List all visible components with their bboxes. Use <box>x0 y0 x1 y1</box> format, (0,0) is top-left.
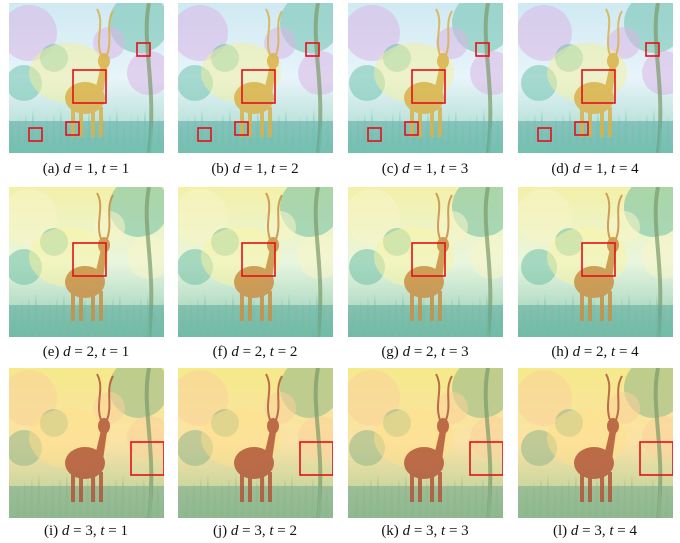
caption-label: (c) <box>381 161 399 177</box>
caption-t-value: 1 <box>120 523 129 539</box>
caption-label: (k) <box>381 523 399 539</box>
heatmap-image-c <box>348 3 503 153</box>
caption-t-value: 2 <box>291 161 299 177</box>
highlight-box <box>645 42 660 57</box>
panel-e <box>9 187 164 337</box>
caption-t-value: 1 <box>121 161 130 177</box>
highlight-box <box>404 121 419 136</box>
heatmap-image-a <box>9 3 164 153</box>
caption-label: (b) <box>211 161 229 177</box>
highlight-box <box>72 69 107 104</box>
caption-a: (a) d = 1, t = 1 <box>42 161 130 177</box>
caption-h: (h) d = 2, t = 4 <box>551 344 639 360</box>
panel-c <box>348 3 503 153</box>
panel-h <box>518 187 673 337</box>
caption-label: (d) <box>551 161 569 177</box>
caption-label: (j) <box>212 523 228 539</box>
highlight-box <box>65 121 80 136</box>
caption-d-value: 3 <box>426 523 434 539</box>
highlight-box <box>299 441 333 476</box>
caption-t-value: 1 <box>121 344 130 360</box>
caption-d-value: 1 <box>425 161 434 177</box>
heatmap-image-l <box>518 368 673 518</box>
caption-l: (l) d = 3, t = 4 <box>552 523 638 539</box>
caption-t-value: 2 <box>289 344 298 360</box>
panel-i <box>9 368 164 518</box>
caption-d-value: 1 <box>596 161 604 177</box>
caption-label: (f) <box>212 344 228 360</box>
caption-t-value: 3 <box>461 523 469 539</box>
highlight-box <box>581 242 616 277</box>
highlight-box <box>581 69 616 104</box>
highlight-box <box>411 69 446 104</box>
highlight-box <box>475 42 490 57</box>
highlight-box <box>574 121 589 136</box>
caption-f: (f) d = 2, t = 2 <box>212 344 298 360</box>
caption-t-value: 4 <box>631 344 639 360</box>
highlight-box <box>537 127 552 142</box>
highlight-box <box>234 121 249 136</box>
caption-d-value: 1 <box>86 161 95 177</box>
caption-d-value: 2 <box>254 344 263 360</box>
panel-g <box>348 187 503 337</box>
caption-c: (c) d = 1, t = 3 <box>381 161 469 177</box>
heatmap-image-f <box>178 187 333 337</box>
heatmap-image-e <box>9 187 164 337</box>
caption-k: (k) d = 3, t = 3 <box>381 523 469 539</box>
caption-d-value: 2 <box>596 344 604 360</box>
caption-d: (d) d = 1, t = 4 <box>551 161 639 177</box>
caption-b: (b) d = 1, t = 2 <box>211 161 299 177</box>
highlight-box <box>130 441 164 476</box>
heatmap-image-i <box>9 368 164 518</box>
caption-label: (h) <box>551 344 569 360</box>
heatmap-image-d <box>518 3 673 153</box>
highlight-box <box>136 42 151 57</box>
panel-d <box>518 3 673 153</box>
caption-i: (i) d = 3, t = 1 <box>43 523 129 539</box>
highlight-box <box>241 69 276 104</box>
panel-a <box>9 3 164 153</box>
caption-t-value: 3 <box>460 161 469 177</box>
highlight-box <box>469 441 503 476</box>
caption-j: (j) d = 3, t = 2 <box>212 523 298 539</box>
caption-d-value: 2 <box>86 344 95 360</box>
highlight-box <box>639 441 673 476</box>
panel-f <box>178 187 333 337</box>
heatmap-image-g <box>348 187 503 337</box>
highlight-box <box>305 42 320 57</box>
caption-label: (a) <box>42 161 60 177</box>
panel-j <box>178 368 333 518</box>
panel-b <box>178 3 333 153</box>
caption-t-value: 4 <box>631 161 639 177</box>
caption-t-value: 4 <box>629 523 638 539</box>
caption-label: (e) <box>42 344 60 360</box>
heatmap-image-j <box>178 368 333 518</box>
caption-t-value: 3 <box>461 344 469 360</box>
highlight-box <box>28 127 43 142</box>
caption-t-value: 2 <box>289 523 298 539</box>
caption-label: (g) <box>381 344 399 360</box>
caption-label: (l) <box>552 523 568 539</box>
highlight-box <box>241 242 276 277</box>
heatmap-image-b <box>178 3 333 153</box>
caption-label: (i) <box>43 523 59 539</box>
caption-d-value: 2 <box>426 344 434 360</box>
highlight-box <box>367 127 382 142</box>
highlight-box <box>197 127 212 142</box>
heatmap-image-k <box>348 368 503 518</box>
highlight-box <box>411 242 446 277</box>
highlight-box <box>72 242 107 277</box>
caption-d-value: 3 <box>254 523 262 539</box>
caption-g: (g) d = 2, t = 3 <box>381 344 469 360</box>
panel-l <box>518 368 673 518</box>
caption-d-value: 3 <box>85 523 93 539</box>
caption-d-value: 1 <box>256 161 264 177</box>
panel-k <box>348 368 503 518</box>
caption-d-value: 3 <box>594 523 602 539</box>
heatmap-image-h <box>518 187 673 337</box>
caption-e: (e) d = 2, t = 1 <box>42 344 130 360</box>
